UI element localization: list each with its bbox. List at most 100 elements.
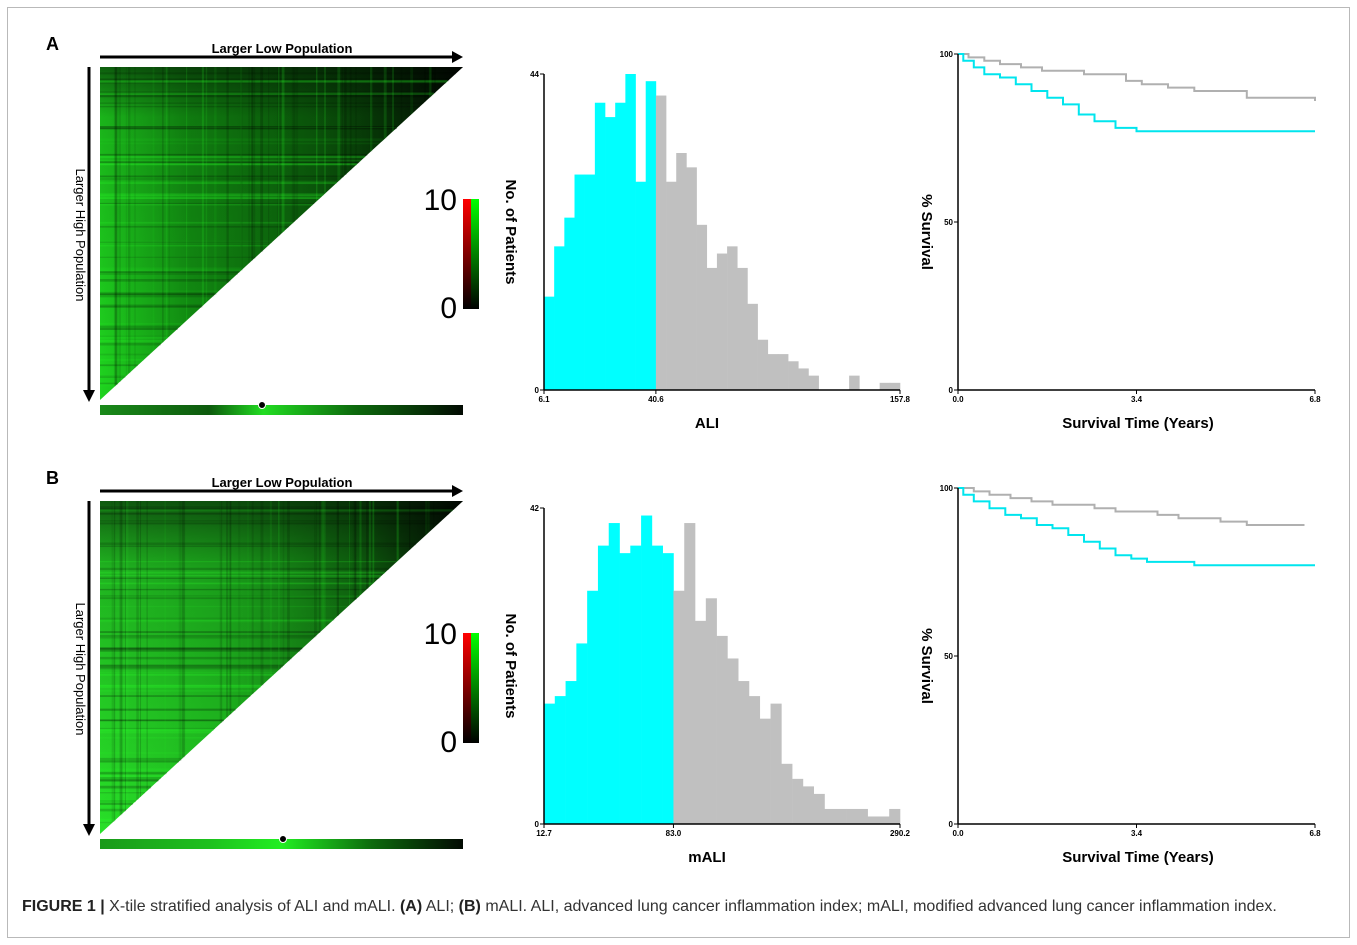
panel-b-svg: Larger Low Population Larger High Popula… <box>73 475 1321 866</box>
caption-a-label: (A) <box>399 898 423 915</box>
xtile-streaks <box>100 501 457 824</box>
panel-a-svg: Larger Low Population Larger High Popula… <box>73 41 1321 432</box>
histogram-bar <box>798 368 809 390</box>
histogram-bar <box>684 523 696 824</box>
histogram-bar <box>867 816 879 824</box>
histogram-bar <box>889 382 901 390</box>
histogram-bar <box>781 763 793 824</box>
xtile-triangle-shade <box>100 67 463 400</box>
caption-text: ALI; <box>422 898 459 915</box>
histogram-bar <box>770 703 782 824</box>
histogram-y-tick-label: 42 <box>530 504 539 513</box>
histogram-bar <box>792 778 804 824</box>
survival-ylabel: % Survival <box>918 194 935 270</box>
histogram-x-tick-label: 83.0 <box>666 829 682 838</box>
histogram-bar <box>587 590 599 824</box>
histogram-bar <box>565 681 577 824</box>
histogram-bar <box>615 102 626 390</box>
panel-a: A <box>0 10 1357 440</box>
scale-max-label: 10 <box>424 184 457 217</box>
survival-plot: 0 50 100 0.0 3.4 6.8 <box>940 484 1321 838</box>
xtile-triangle-shade <box>100 501 463 834</box>
histogram-bar <box>737 267 748 390</box>
histogram-bar <box>747 303 758 390</box>
histogram-bar <box>608 523 620 824</box>
figure-frame <box>7 7 1350 938</box>
histogram-bar <box>824 808 836 824</box>
histogram: 0 44 6.1 40.6 157.8 No. of Patients <box>502 70 911 404</box>
histogram-bar <box>846 808 858 824</box>
color-scale-green <box>471 199 479 309</box>
survival-xlabel: Survival Time (Years) <box>1062 849 1213 866</box>
histogram-bar <box>808 375 819 390</box>
histogram-xlabel: mALI <box>688 849 726 866</box>
histogram-bar <box>554 696 566 824</box>
color-scale-green <box>471 633 479 743</box>
caption-lead: FIGURE 1 | <box>22 898 105 915</box>
histogram-bar <box>584 174 596 390</box>
side-axis-label: Larger High Population <box>73 603 88 736</box>
xtile-plot: Larger Low Population Larger High Popula… <box>73 41 479 415</box>
caption-b-label: (B) <box>458 898 481 915</box>
scale-max-label: 10 <box>424 618 457 651</box>
histogram-bar <box>544 296 555 390</box>
survival-x-tick-label: 0.0 <box>952 395 964 404</box>
scale-min-label: 0 <box>440 726 457 759</box>
histogram-bar <box>597 545 610 824</box>
histogram-bar <box>759 718 771 824</box>
histogram-ylabel: No. of Patients <box>502 179 519 284</box>
survival-x-tick-label: 3.4 <box>1131 395 1143 404</box>
histogram-x-tick-label: 157.8 <box>890 395 911 404</box>
survival-curve <box>958 487 1315 567</box>
histogram-x-tick-label: 290.2 <box>890 829 911 838</box>
histogram-bar <box>835 808 847 824</box>
histogram-bar <box>889 808 901 824</box>
bottom-strip <box>100 405 463 415</box>
top-axis-label: Larger Low Population <box>212 475 353 490</box>
histogram-bar <box>686 167 697 390</box>
caption-text: X-tile stratified analysis of ALI and mA… <box>104 898 400 915</box>
histogram-bar <box>767 354 779 390</box>
survival-y-tick-label: 50 <box>944 218 953 227</box>
histogram-xlabel: ALI <box>695 415 719 432</box>
side-arrow-head <box>83 390 95 402</box>
top-arrow-head <box>452 51 463 63</box>
histogram-bar <box>676 153 687 390</box>
histogram-bar <box>574 174 585 390</box>
histogram-bar <box>605 117 616 390</box>
histogram-bar <box>544 703 556 824</box>
scale-min-label: 0 <box>440 292 457 325</box>
survival-y-tick-label: 100 <box>940 484 954 493</box>
histogram-ylabel: No. of Patients <box>502 613 519 718</box>
histogram-y-tick-label: 0 <box>535 820 540 829</box>
cutpoint-marker <box>279 835 287 843</box>
survival-x-tick-label: 0.0 <box>952 829 964 838</box>
histogram-bar <box>706 267 718 390</box>
histogram-bar <box>673 590 685 824</box>
survival-curve <box>958 53 1316 101</box>
survival-x-tick-label: 3.4 <box>1131 829 1143 838</box>
histogram-bar <box>619 553 631 824</box>
histogram-bar <box>645 81 657 391</box>
histogram-bar <box>727 246 738 390</box>
survival-y-tick-label: 0 <box>949 820 954 829</box>
histogram-bar <box>641 515 653 824</box>
top-axis-label: Larger Low Population <box>212 41 353 56</box>
histogram-x-tick-label: 40.6 <box>648 395 664 404</box>
histogram-bar <box>757 339 769 390</box>
caption-text: mALI. ALI, advanced lung cancer inflamma… <box>480 898 1277 915</box>
survival-x-tick-label: 6.8 <box>1309 829 1321 838</box>
color-scale-red <box>463 199 471 309</box>
histogram-bar <box>716 635 728 824</box>
histogram-bar <box>802 786 814 824</box>
bottom-strip <box>100 839 463 849</box>
histogram-y-tick-label: 0 <box>535 386 540 395</box>
top-arrow-head <box>452 485 463 497</box>
figure-caption: FIGURE 1 | X-tile stratified analysis of… <box>22 896 1322 918</box>
histogram-bar <box>705 598 717 824</box>
color-scale-red <box>463 633 471 743</box>
histogram-bar <box>738 681 750 824</box>
panel-b: B <box>0 444 1357 874</box>
histogram-bar <box>856 808 868 824</box>
survival-xlabel: Survival Time (Years) <box>1062 415 1213 432</box>
